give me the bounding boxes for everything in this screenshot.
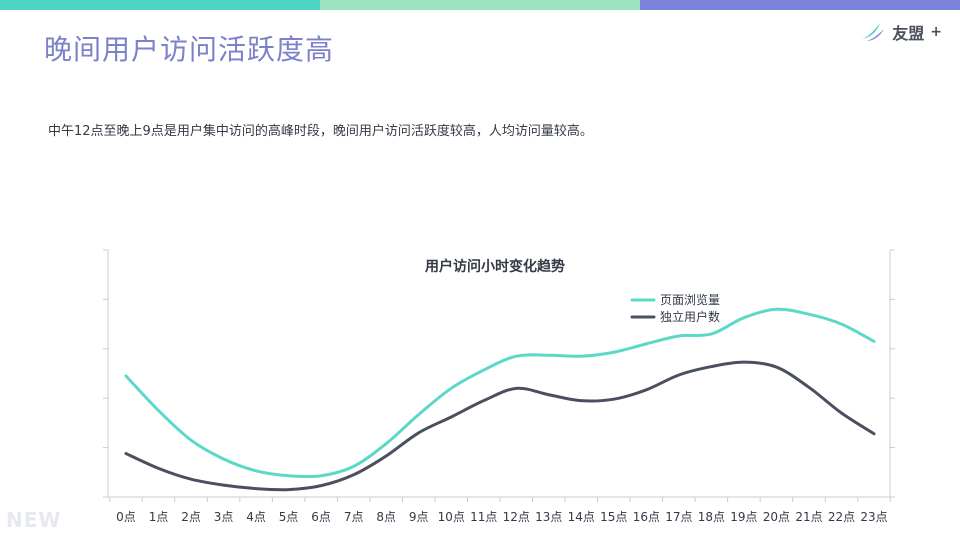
x-tick-label: 5点 xyxy=(279,510,299,524)
x-tick-label: 7点 xyxy=(344,510,364,524)
x-tick-label: 10点 xyxy=(438,510,465,524)
top-bar-segment-teal xyxy=(0,0,320,10)
brand-logo: 友盟 + xyxy=(860,20,942,44)
x-tick-label: 6点 xyxy=(311,510,331,524)
x-tick-label: 15点 xyxy=(600,510,627,524)
x-tick-label: 13点 xyxy=(535,510,562,524)
legend-label: 页面浏览量 xyxy=(660,292,720,307)
description-text: 中午12点至晚上9点是用户集中访问的高峰时段，晚间用户访问活跃度较高，人均访问量… xyxy=(48,120,593,139)
x-tick-label: 22点 xyxy=(828,510,855,524)
x-tick-label: 23点 xyxy=(860,510,887,524)
chart-container: 用户访问小时变化趋势 页面浏览量独立用户数 0点 1点 2点 3点 4点 5点 6点 7点 8点… xyxy=(0,240,960,540)
x-tick-label: 8点 xyxy=(376,510,396,524)
x-tick-label: 19点 xyxy=(730,510,757,524)
x-tick-label: 2点 xyxy=(181,510,201,524)
chart-axes xyxy=(103,250,895,502)
top-color-bar xyxy=(0,0,960,10)
brand-name: 友盟 xyxy=(892,20,924,44)
x-tick-label: 17点 xyxy=(665,510,692,524)
x-tick-label: 21点 xyxy=(795,510,822,524)
x-tick-label: 18点 xyxy=(698,510,725,524)
legend-label: 独立用户数 xyxy=(660,309,720,324)
brand-plus: + xyxy=(930,24,942,40)
series-line-unique-users xyxy=(126,362,874,490)
x-tick-label: 12点 xyxy=(503,510,530,524)
watermark-logo: NEW xyxy=(6,508,61,532)
x-tick-label: 4点 xyxy=(246,510,266,524)
x-axis-labels: 0点 1点 2点 3点 4点 5点 6点 7点 8点 9点 10点 11点 12点 13点 14点 15点 16… xyxy=(116,510,887,524)
x-tick-label: 11点 xyxy=(470,510,497,524)
x-tick-label: 14点 xyxy=(568,510,595,524)
chart-title: 用户访问小时变化趋势 xyxy=(425,258,565,275)
x-tick-label: 16点 xyxy=(633,510,660,524)
umeng-leaf-icon xyxy=(860,21,886,43)
top-bar-segment-mint xyxy=(320,0,640,10)
x-tick-label: 1点 xyxy=(149,510,169,524)
page-title: 晚间用户访问活跃度高 xyxy=(44,28,334,68)
chart-series xyxy=(126,309,874,490)
x-tick-label: 3点 xyxy=(214,510,234,524)
x-tick-label: 20点 xyxy=(763,510,790,524)
top-bar-segment-blue xyxy=(640,0,960,10)
x-tick-label: 9点 xyxy=(409,510,429,524)
x-tick-label: 0点 xyxy=(116,510,136,524)
